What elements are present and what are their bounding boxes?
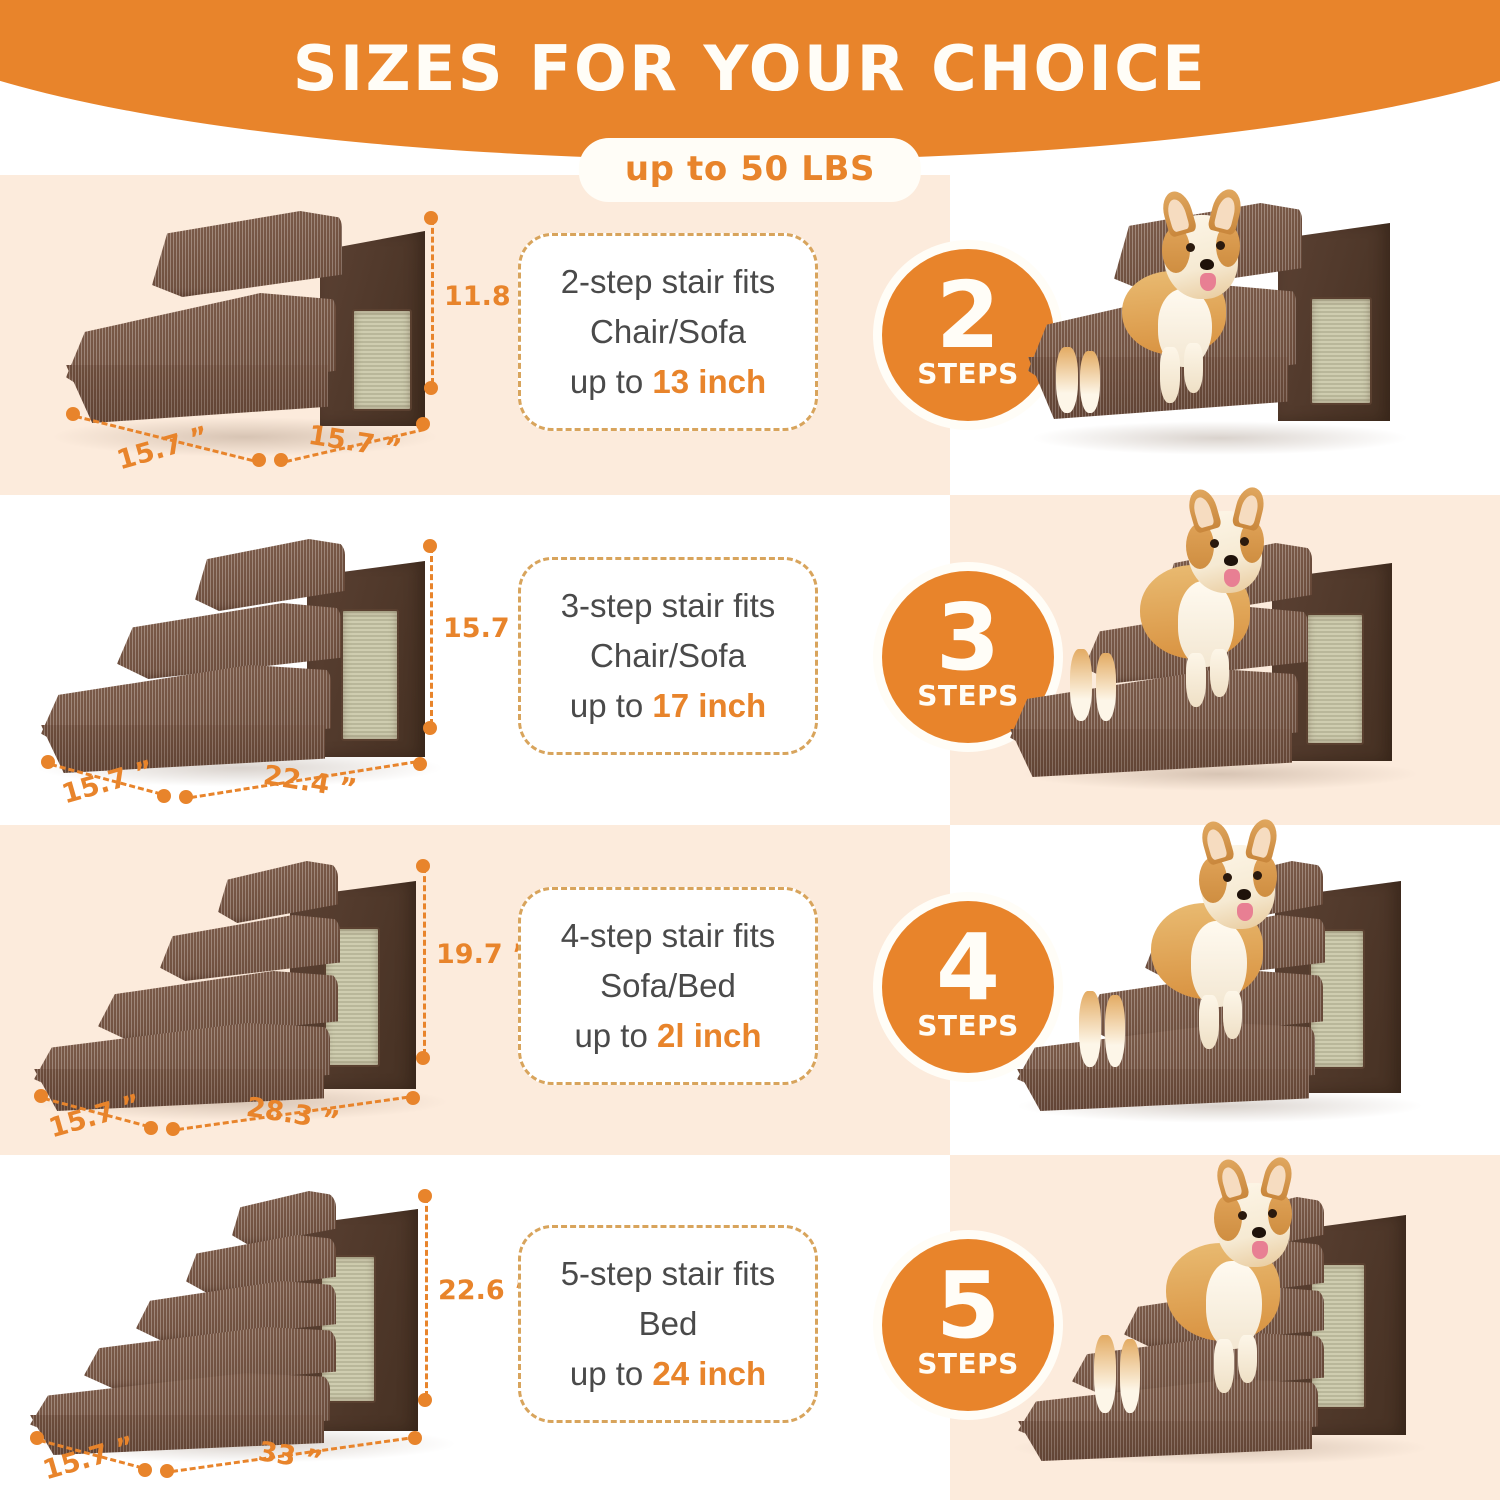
product-illustration-5-steps: 22.6 ” 15.7 ” 33 ” bbox=[0, 1155, 532, 1500]
info-line-3: up to 17 inch bbox=[569, 687, 767, 725]
lifestyle-photo-2-steps bbox=[950, 175, 1500, 495]
info-line-1: 2-step stair fits bbox=[560, 262, 776, 300]
info-line-2: Bed bbox=[638, 1304, 698, 1342]
steps-badge-2: 2 STEPS bbox=[882, 249, 1054, 421]
info-line-2: Sofa/Bed bbox=[600, 966, 736, 1004]
steps-number: 4 bbox=[935, 914, 1000, 1022]
steps-number: 2 bbox=[935, 262, 1000, 370]
size-row-5-steps: 22.6 ” 15.7 ” 33 ” 5-step stair fits Bed… bbox=[0, 1154, 1500, 1500]
info-line-2: Chair/Sofa bbox=[590, 636, 746, 674]
info-card-5-steps: 5-step stair fits Bed up to 24 inch bbox=[518, 1225, 818, 1423]
product-illustration-2-steps: 11.8 ” 15.7 ” 15.7 ” bbox=[0, 175, 538, 495]
steps-label: STEPS bbox=[917, 678, 1019, 712]
info-line-2: Chair/Sofa bbox=[590, 312, 746, 350]
steps-label: STEPS bbox=[917, 1008, 1019, 1042]
sisal-scratch-pad bbox=[1310, 1263, 1366, 1409]
product-illustration-3-steps: 15.7 ” 15.7 ” 22.4 ” bbox=[0, 495, 537, 825]
steps-badge-5: 5 STEPS bbox=[882, 1239, 1054, 1411]
steps-badge-4: 4 STEPS bbox=[882, 901, 1054, 1073]
size-row-4-steps: 19.7 ” 15.7 ” 28.3 ” 4-step stair fits S… bbox=[0, 816, 1500, 1155]
info-card-3-steps: 3-step stair fits Chair/Sofa up to 17 in… bbox=[518, 557, 818, 755]
steps-label: STEPS bbox=[917, 1346, 1019, 1380]
lifestyle-photo-5-steps bbox=[950, 1154, 1500, 1500]
sisal-scratch-pad bbox=[341, 609, 399, 741]
size-row-2-steps: 11.8 ” 15.7 ” 15.7 ” 2-step stair fits C… bbox=[0, 175, 1500, 495]
lifestyle-photo-4-steps bbox=[950, 816, 1500, 1155]
sisal-scratch-pad bbox=[352, 309, 412, 411]
info-card-4-steps: 4-step stair fits Sofa/Bed up to 2l inch bbox=[518, 887, 818, 1085]
info-line-3: up to 2l inch bbox=[574, 1017, 762, 1055]
size-row-3-steps: 15.7 ” 15.7 ” 22.4 ” 3-step stair fits C… bbox=[0, 484, 1500, 825]
page-title: SIZES FOR YOUR CHOICE bbox=[292, 32, 1208, 105]
info-line-1: 5-step stair fits bbox=[560, 1254, 776, 1292]
tread-top bbox=[152, 211, 342, 297]
product-illustration-4-steps: 19.7 ” 15.7 ” 28.3 ” bbox=[0, 825, 530, 1155]
weight-capacity-badge: up to 50 LBS bbox=[578, 138, 922, 202]
sisal-scratch-pad bbox=[1310, 297, 1372, 405]
info-line-3: up to 13 inch bbox=[569, 363, 767, 401]
steps-label: STEPS bbox=[917, 356, 1019, 390]
sisal-scratch-pad bbox=[1306, 613, 1364, 745]
info-line-3: up to 24 inch bbox=[569, 1355, 767, 1393]
info-line-1: 3-step stair fits bbox=[560, 586, 776, 624]
lifestyle-photo-3-steps bbox=[950, 484, 1500, 825]
info-card-2-steps: 2-step stair fits Chair/Sofa up to 13 in… bbox=[518, 233, 818, 431]
sisal-scratch-pad bbox=[320, 1255, 376, 1403]
info-line-1: 4-step stair fits bbox=[560, 916, 776, 954]
steps-number: 3 bbox=[935, 584, 1000, 692]
steps-number: 5 bbox=[935, 1252, 1000, 1360]
